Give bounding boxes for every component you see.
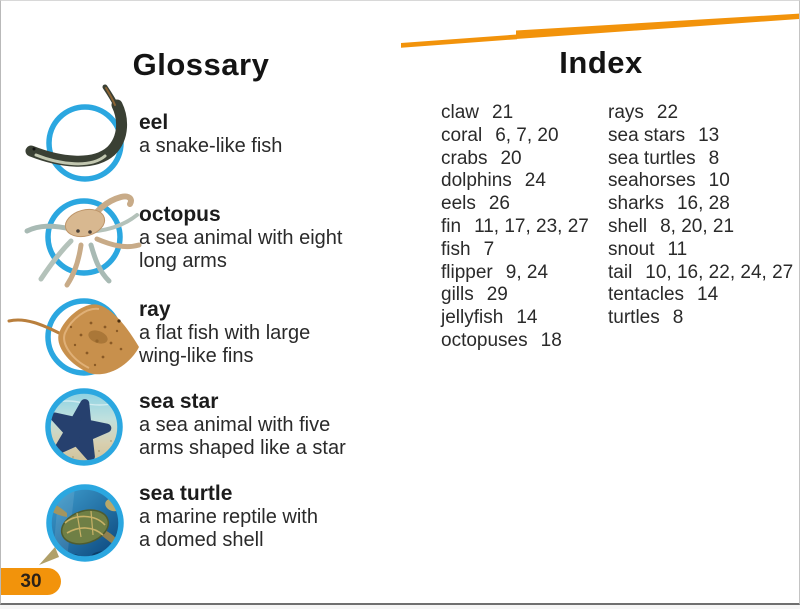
glossary-term: ray <box>139 298 171 321</box>
index-entry: turtles 8 <box>608 307 798 330</box>
page-number-tab-left: 30 <box>1 568 61 595</box>
index-entry: snout 11 <box>608 239 798 262</box>
index-title: Index <box>559 45 643 80</box>
index-entry: seahorses 10 <box>608 170 798 193</box>
glossary-definition: a flat fish with large wing-like fins <box>139 322 311 367</box>
glossary-definition: a sea animal with eight long arms <box>139 227 343 272</box>
sea-star-photo <box>45 388 123 466</box>
index-pages: 13 <box>698 124 720 146</box>
index-term: eels <box>441 193 476 215</box>
index-term: coral <box>441 124 483 146</box>
index-entry: rays 22 <box>608 102 798 125</box>
index-pages: 26 <box>488 193 510 215</box>
index-pages: 24 <box>524 170 546 192</box>
glossary-term: eel <box>139 111 169 134</box>
index-pages: 22 <box>656 102 679 123</box>
index-term: tail <box>608 261 633 283</box>
index-term: turtles <box>608 307 660 329</box>
index-pages: 8, 20, 21 <box>660 215 735 237</box>
index-pages: 11, 17, 23, 27 <box>474 215 589 237</box>
index-pages: 20 <box>500 147 522 169</box>
glossary-definition: a sea animal with five arms shaped like … <box>139 414 346 459</box>
index-column-right: rays 22 sea stars 13 sea turtles 8 seahorse… <box>608 102 798 330</box>
glossary-term: sea turtle <box>139 482 233 505</box>
index-pages: 8 <box>708 147 720 169</box>
index-term: gills <box>441 284 474 306</box>
index-entry: crabs 20 <box>441 148 611 171</box>
index-pages: 21 <box>492 102 514 123</box>
index-pages: 14 <box>516 307 538 329</box>
glossary-page: Glossary eel a snake-like fish <box>1 1 401 603</box>
index-term: flipper <box>441 261 493 283</box>
glossary-entry-eel: eel a snake-like fish <box>1 83 401 207</box>
index-entry: shell 8, 20, 21 <box>608 216 798 239</box>
index-entry: coral 6, 7, 20 <box>441 125 611 148</box>
index-entry: jellyfish 14 <box>441 307 611 330</box>
index-entry: tail 10, 16, 22, 24, 27 <box>608 262 798 285</box>
eel-photo <box>25 84 127 182</box>
index-term: sharks <box>608 193 664 215</box>
index-pages: 6, 7, 20 <box>495 124 559 146</box>
glossary-entry-sea-star: sea star a sea animal with five arms sha… <box>1 387 401 493</box>
octopus-photo <box>24 193 142 288</box>
index-term: dolphins <box>441 170 512 192</box>
index-entry: fish 7 <box>441 239 611 262</box>
index-pages: 7 <box>483 238 495 260</box>
index-term: sea stars <box>608 124 686 146</box>
glossary-definition: a marine reptile with a domed shell <box>139 506 318 551</box>
glossary-term: octopus <box>139 203 221 226</box>
index-pages: 8 <box>672 307 684 329</box>
index-term: seahorses <box>608 170 696 192</box>
index-pages: 29 <box>486 284 508 306</box>
ray-photo <box>7 298 139 376</box>
index-term: jellyfish <box>441 307 504 329</box>
index-entry: gills 29 <box>441 284 611 307</box>
index-column-left: claw 21 coral 6, 7, 20 crabs 20 dolphins 24 … <box>441 102 611 353</box>
index-term: claw <box>441 102 480 123</box>
glossary-title: Glossary <box>132 47 270 82</box>
index-entry: octopuses 18 <box>441 330 611 353</box>
index-pages: 10, 16, 22, 24, 27 <box>645 261 794 283</box>
glossary-term: sea star <box>139 390 219 413</box>
glossary-definition: a snake-like fish <box>139 135 283 157</box>
index-term: crabs <box>441 147 488 169</box>
index-entry: eels 26 <box>441 193 611 216</box>
index-page: Index claw 21 coral 6, 7, 20 crabs 20 dolph… <box>401 1 799 603</box>
glossary-entry-octopus: octopus a sea animal with eight long arm… <box>1 187 401 297</box>
page-number: 30 <box>20 571 42 592</box>
glossary-entry-sea-turtle: sea turtle a marine reptile with a domed… <box>1 479 401 579</box>
index-entry: sharks 16, 28 <box>608 193 798 216</box>
index-entry: tentacles 14 <box>608 284 798 307</box>
index-pages: 14 <box>697 284 719 306</box>
index-term: sea turtles <box>608 147 696 169</box>
index-entry: sea stars 13 <box>608 125 798 148</box>
index-term: fin <box>441 215 462 237</box>
index-pages: 9, 24 <box>505 261 549 283</box>
index-term: tentacles <box>608 284 685 306</box>
index-pages: 11 <box>667 238 688 260</box>
index-term: rays <box>608 102 644 123</box>
index-term: octopuses <box>441 329 528 351</box>
index-entry: flipper 9, 24 <box>441 262 611 285</box>
index-pages: 10 <box>708 170 730 192</box>
index-term: snout <box>608 238 655 260</box>
index-pages: 16, 28 <box>676 193 730 215</box>
index-term: fish <box>441 238 471 260</box>
index-entry: claw 21 <box>441 102 611 125</box>
index-term: shell <box>608 215 648 237</box>
index-pages: 18 <box>540 329 562 351</box>
index-entry: sea turtles 8 <box>608 148 798 171</box>
glossary-entry-ray: ray a flat fish with large wing-like fin… <box>1 287 401 391</box>
index-entry: fin 11, 17, 23, 27 <box>441 216 611 239</box>
sea-turtle-photo <box>39 484 124 565</box>
index-entry: dolphins 24 <box>441 170 611 193</box>
